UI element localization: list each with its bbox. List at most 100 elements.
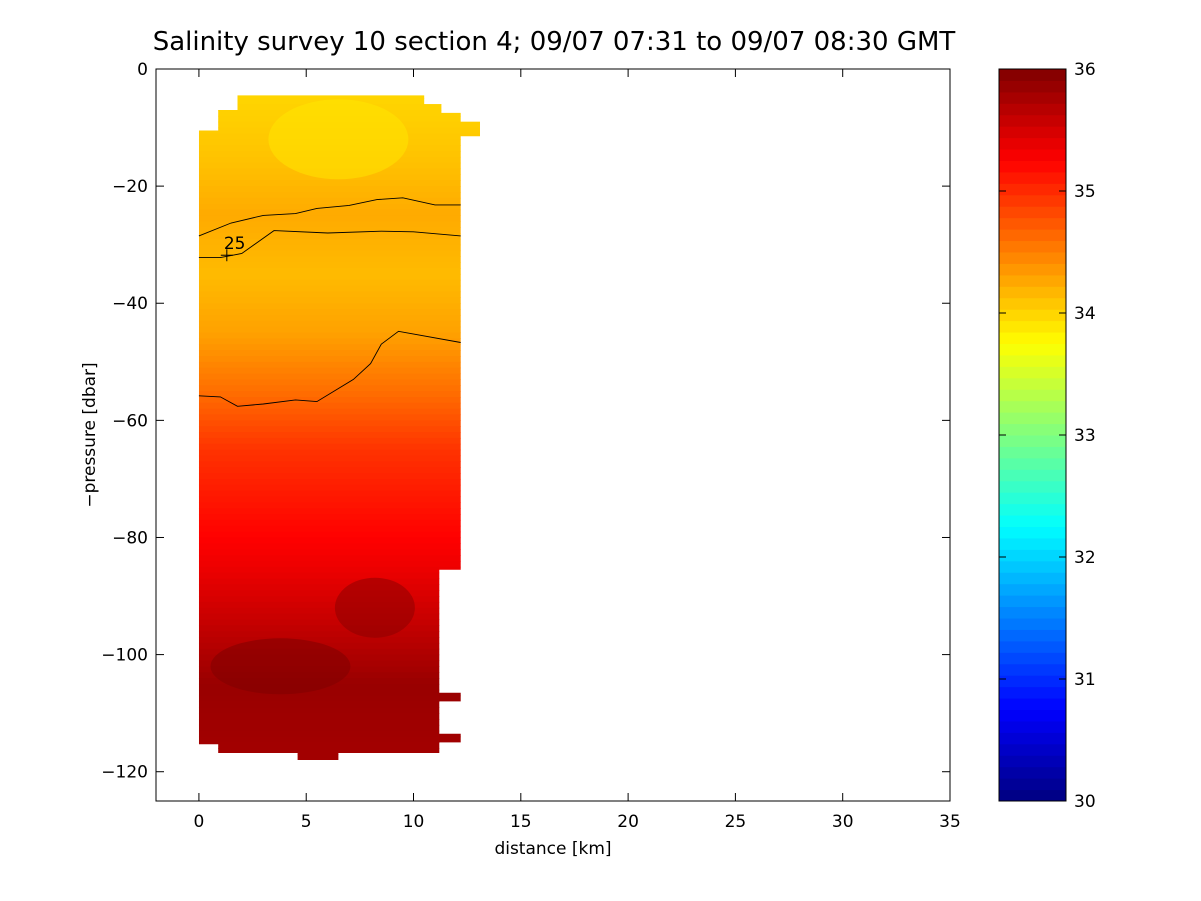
colorbar-segment bbox=[999, 778, 1066, 791]
salinity-band bbox=[198, 496, 480, 503]
y-tick-label: −60 bbox=[112, 411, 148, 431]
salinity-band bbox=[198, 232, 480, 240]
salinity-band bbox=[198, 414, 480, 421]
colorbar-segment bbox=[999, 274, 1066, 287]
contour-lines: 25 bbox=[198, 197, 461, 407]
colorbar-segment bbox=[999, 686, 1066, 699]
salinity-band bbox=[198, 273, 480, 281]
x-axis: 0 5 10 15 20 25 30 35 bbox=[194, 69, 961, 832]
y-tick-label: 0 bbox=[137, 60, 148, 80]
salinity-band bbox=[198, 502, 480, 509]
colorbar-segment bbox=[999, 297, 1066, 310]
colorbar-segment bbox=[999, 640, 1066, 653]
salinity-band bbox=[198, 262, 480, 269]
colorbar-segment bbox=[999, 572, 1066, 585]
y-tick-label: −40 bbox=[112, 294, 148, 314]
colorbar-segment bbox=[999, 606, 1066, 619]
colorbar-segment bbox=[999, 206, 1066, 219]
salinity-band bbox=[198, 578, 480, 585]
salinity-band bbox=[198, 361, 480, 369]
colorbar-segment bbox=[999, 286, 1066, 299]
salinity-band bbox=[198, 566, 480, 574]
colorbar-segment bbox=[999, 240, 1066, 253]
colorbar-segment bbox=[999, 252, 1066, 264]
salinity-band bbox=[198, 642, 480, 650]
salinity-band bbox=[198, 285, 480, 293]
colorbar-segment bbox=[999, 618, 1066, 630]
colorbar-segment bbox=[999, 149, 1066, 161]
salinity-band bbox=[198, 197, 480, 205]
colorbar-segment bbox=[999, 663, 1066, 676]
colorbar-segment bbox=[999, 412, 1066, 425]
colorbar-segment bbox=[999, 503, 1066, 516]
colorbar-segment bbox=[999, 114, 1066, 127]
salinity-band bbox=[198, 432, 480, 439]
y-tick-label: −100 bbox=[101, 646, 148, 666]
chart-title: Salinity survey 10 section 4; 09/07 07:3… bbox=[153, 27, 956, 57]
salinity-band bbox=[198, 484, 480, 492]
colorbar-segment bbox=[999, 389, 1066, 402]
colorbar-segment bbox=[999, 103, 1066, 116]
salinity-band bbox=[198, 420, 480, 427]
colorbar-segment bbox=[999, 537, 1066, 550]
salinity-band bbox=[198, 408, 480, 416]
colorbar-tick-label: 35 bbox=[1074, 182, 1096, 202]
colorbar-segment bbox=[999, 435, 1066, 447]
salinity-band bbox=[198, 537, 480, 544]
colorbar-segment bbox=[999, 91, 1066, 104]
contour-line bbox=[198, 197, 461, 237]
salinity-band bbox=[198, 730, 480, 738]
x-axis-label: distance [km] bbox=[494, 839, 611, 859]
x-tick-label: 25 bbox=[725, 812, 747, 832]
salinity-band bbox=[198, 344, 480, 351]
colorbar-segment bbox=[999, 526, 1066, 539]
salinity-band bbox=[198, 385, 480, 392]
salinity-band bbox=[198, 707, 480, 714]
colorbar-tick-label: 34 bbox=[1074, 304, 1096, 324]
colorbar-segment bbox=[999, 366, 1066, 379]
salinity-band bbox=[198, 443, 480, 451]
x-tick-label: 15 bbox=[510, 812, 532, 832]
x-tick-label: 20 bbox=[617, 812, 639, 832]
salinity-band bbox=[198, 314, 480, 322]
salinity-band bbox=[198, 508, 480, 515]
colorbar-segment bbox=[999, 766, 1066, 779]
salinity-band bbox=[198, 514, 480, 521]
contour-label: 25 bbox=[224, 234, 246, 254]
salinity-band bbox=[198, 250, 480, 257]
salinity-band bbox=[198, 467, 480, 474]
x-tick-label: 5 bbox=[301, 812, 312, 832]
x-tick-label: 0 bbox=[194, 812, 205, 832]
salinity-band bbox=[198, 291, 480, 298]
y-axis-label: −pressure [dbar] bbox=[80, 362, 100, 507]
colorbar-segment bbox=[999, 137, 1066, 150]
colorbar-segment bbox=[999, 309, 1066, 322]
salinity-band bbox=[198, 326, 480, 334]
salinity-band bbox=[198, 473, 480, 480]
colorbar-segment bbox=[999, 332, 1066, 344]
salinity-band bbox=[198, 742, 480, 749]
colorbar-segment bbox=[999, 171, 1066, 184]
salinity-band bbox=[198, 572, 480, 580]
salinity-band bbox=[198, 379, 480, 386]
salinity-band bbox=[198, 619, 480, 626]
colorbar-segment bbox=[999, 469, 1066, 482]
salinity-band bbox=[198, 695, 480, 703]
colorbar-tick-label: 36 bbox=[1074, 60, 1096, 80]
colorbar-segment bbox=[999, 377, 1066, 390]
colorbar-tick-label: 33 bbox=[1074, 426, 1096, 446]
salinity-band bbox=[198, 701, 480, 708]
colorbar-segment bbox=[999, 480, 1066, 493]
salinity-band bbox=[198, 689, 480, 697]
colorbar-segment bbox=[999, 583, 1066, 596]
salinity-band bbox=[198, 320, 480, 328]
salinity-band bbox=[198, 203, 480, 211]
salinity-band bbox=[198, 724, 480, 732]
y-tick-label: −120 bbox=[101, 763, 148, 783]
salinity-band bbox=[198, 221, 480, 228]
colorbar-segment bbox=[999, 560, 1066, 573]
colorbar-segment bbox=[999, 183, 1066, 196]
colorbar-segment bbox=[999, 320, 1066, 333]
salinity-band bbox=[198, 555, 480, 562]
